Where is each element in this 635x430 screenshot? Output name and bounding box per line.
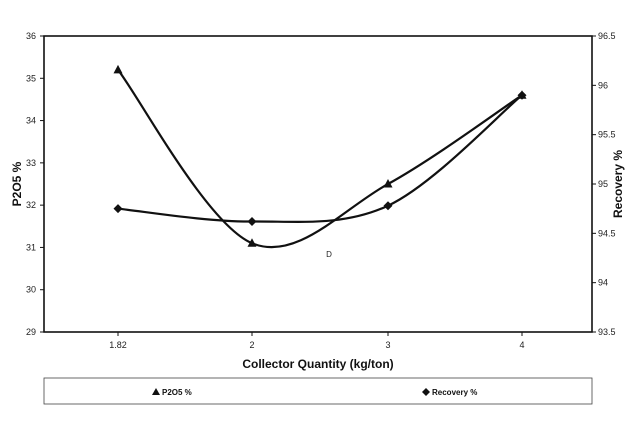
y-tick-label-left: 33 <box>26 158 36 168</box>
legend-item-p2o5: P2O5 % <box>152 388 192 397</box>
y-tick-label-left: 36 <box>26 31 36 41</box>
data-point-diamond <box>383 201 393 211</box>
x-tick-label: 1.82 <box>109 340 127 350</box>
legend-label-p2o5: P2O5 % <box>162 388 192 397</box>
legend-item-recovery: Recovery % <box>422 388 477 397</box>
y-tick-label-right: 96 <box>598 80 608 90</box>
x-tick-label: 2 <box>249 340 254 350</box>
data-point-diamond <box>113 204 123 214</box>
y-tick-label-right: 95 <box>598 179 608 189</box>
y-tick-label-left: 34 <box>26 116 36 126</box>
legend-triangle-marker <box>152 388 160 395</box>
y-tick-label-right: 96.5 <box>598 31 616 41</box>
legend-diamond-marker <box>422 388 430 396</box>
y-tick-label-left: 35 <box>26 73 36 83</box>
y-tick-label-left: 32 <box>26 200 36 210</box>
y-tick-label-right: 93.5 <box>598 327 616 337</box>
legend-box <box>43 377 593 405</box>
y-tick-label-left: 31 <box>26 242 36 252</box>
y-tick-label-left: 30 <box>26 285 36 295</box>
y-tick-label-left: 29 <box>26 327 36 337</box>
annotation-d: D <box>326 250 332 259</box>
data-point-triangle <box>113 64 123 74</box>
series-line-p2o5 <box>117 69 523 249</box>
x-tick-label: 3 <box>385 340 390 350</box>
legend-label-recovery: Recovery % <box>432 388 477 397</box>
data-point-diamond <box>247 216 257 226</box>
y-tick-label-right: 94.5 <box>598 228 616 238</box>
series-line-recovery <box>117 94 523 223</box>
y-axis-title-left: P2O5 % <box>10 161 24 206</box>
data-point-triangle <box>383 179 393 188</box>
y-axis-title-right: Recovery % <box>611 150 625 218</box>
data-point-diamond <box>517 90 527 100</box>
y-tick-label-right: 94 <box>598 278 608 288</box>
data-point-triangle <box>247 238 257 247</box>
y-tick-label-right: 95.5 <box>598 130 616 140</box>
x-axis-title: Collector Quantity (kg/ton) <box>242 357 393 371</box>
x-tick-label: 4 <box>519 340 524 350</box>
